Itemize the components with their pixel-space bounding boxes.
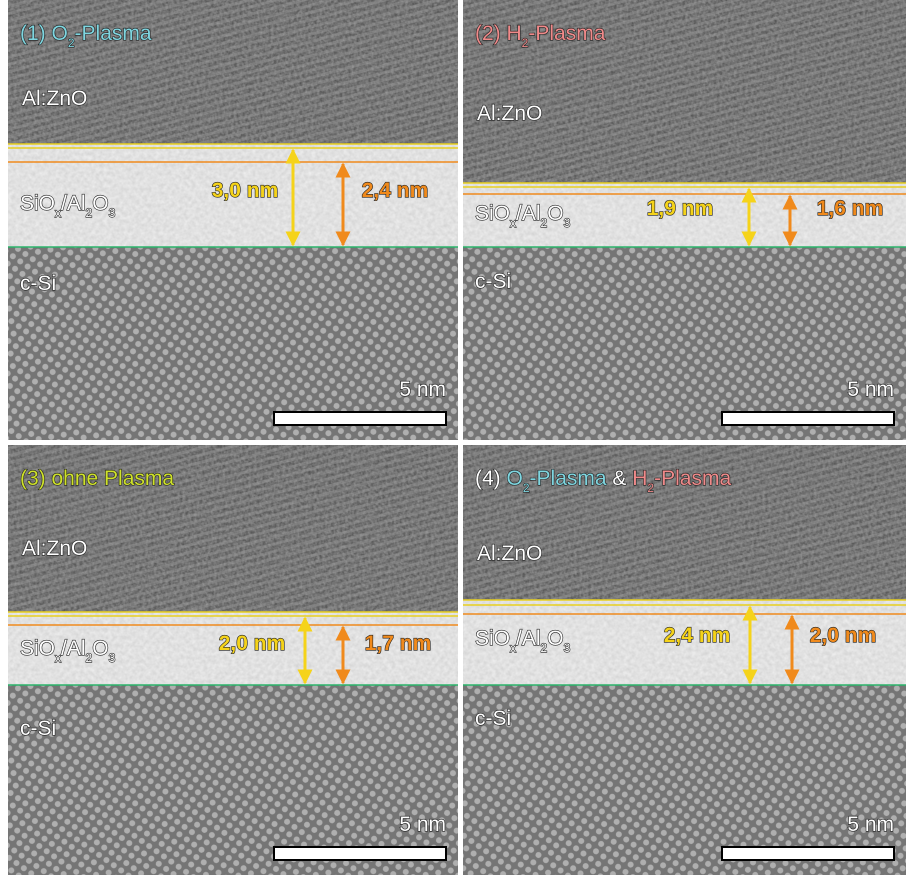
- layer-label: c-Si: [20, 717, 56, 740]
- text-part: O: [507, 467, 523, 490]
- layer-label: c-Si: [475, 707, 511, 730]
- figure: 3,0 nm2,4 nm(1) O2-PlasmaAl:ZnOSiOx/Al2O…: [0, 0, 906, 875]
- measurement: 3,0 nm: [212, 179, 279, 202]
- layer-label: Al:ZnO: [22, 537, 87, 560]
- text-part: /Al: [61, 637, 86, 660]
- scale-bar-label: 5 nm: [847, 378, 894, 401]
- layer-label: Al:ZnO: [22, 87, 87, 110]
- scale-bar: [722, 412, 894, 425]
- layer-label: c-Si: [475, 270, 511, 293]
- text-part: O: [92, 637, 108, 660]
- text-part: /Al: [61, 192, 86, 215]
- layer-label: Al:ZnO: [477, 102, 542, 125]
- scale-bar: [274, 847, 446, 860]
- text-part: 3: [109, 651, 116, 665]
- measurement: 1,7 nm: [365, 632, 432, 655]
- text-part: -Plasma: [75, 22, 152, 45]
- text-part: SiO: [475, 627, 510, 650]
- text-part: 3: [564, 641, 571, 655]
- text-part: O: [547, 627, 563, 650]
- scale-bar-label: 5 nm: [399, 378, 446, 401]
- layer-label: c-Si: [20, 272, 56, 295]
- text-part: (1): [20, 22, 52, 45]
- scale-bar: [722, 847, 894, 860]
- text-part: SiO: [475, 202, 510, 225]
- text-part: O: [92, 192, 108, 215]
- scale-bar-label: 5 nm: [847, 813, 894, 836]
- text-part: &: [607, 467, 633, 490]
- text-part: H: [507, 22, 522, 45]
- layer-label: Al:ZnO: [477, 542, 542, 565]
- text-part: -Plasma: [530, 467, 607, 490]
- measurement: 2,4 nm: [664, 624, 731, 647]
- text-part: /Al: [516, 202, 541, 225]
- text-part: (2): [475, 22, 507, 45]
- text-part: H: [632, 467, 647, 490]
- measurement: 2,4 nm: [362, 179, 429, 202]
- measurement: 1,9 nm: [647, 197, 714, 220]
- text-part: -Plasma: [654, 467, 731, 490]
- scale-bar-label: 5 nm: [399, 813, 446, 836]
- text-part: SiO: [20, 192, 55, 215]
- text-part: (3) ohne Plasma: [20, 467, 174, 490]
- text-part: -Plasma: [528, 22, 605, 45]
- text-part: (4): [475, 467, 507, 490]
- measurement: 2,0 nm: [810, 624, 877, 647]
- text-part: SiO: [20, 637, 55, 660]
- text-part: 3: [109, 206, 116, 220]
- label: (3) ohne Plasma: [20, 467, 174, 490]
- text-part: 3: [564, 216, 571, 230]
- text-part: /Al: [516, 627, 541, 650]
- scale-bar: [274, 412, 446, 425]
- measurement: 2,0 nm: [219, 632, 286, 655]
- measurement: 1,6 nm: [817, 197, 884, 220]
- text-part: O: [547, 202, 563, 225]
- text-part: O: [52, 22, 68, 45]
